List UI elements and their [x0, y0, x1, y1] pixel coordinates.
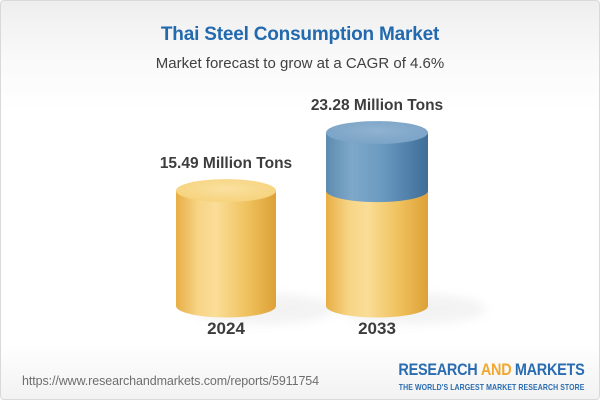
cylinder-2033-top — [326, 121, 428, 145]
logo-word-markets: MARKETS — [514, 360, 584, 379]
cylinder-2024-top — [176, 179, 276, 203]
logo-word-research: RESEARCH — [397, 360, 477, 379]
cylinder-2033-blue-segment — [326, 132, 428, 203]
category-label: 2033 — [358, 319, 396, 338]
logo-word-and: AND — [480, 360, 511, 379]
chart-subtitle: Market forecast to grow at a CAGR of 4.6… — [155, 55, 445, 72]
cylinder-2024-gold-segment — [176, 190, 276, 318]
value-label: 15.49 Million Tons — [160, 155, 292, 172]
chart-title: Thai Steel Consumption Market — [160, 24, 440, 45]
report-url: https://www.researchandmarkets.com/repor… — [22, 374, 319, 388]
company-logo: RESEARCH AND MARKETS THE WORLD'S LARGEST M… — [358, 360, 584, 392]
category-label: 2024 — [207, 319, 245, 338]
logo-tagline: THE WORLD'S LARGEST MARKET RESEARCH STOR… — [398, 382, 584, 392]
value-label: 23.28 Million Tons — [311, 97, 443, 114]
header: Thai Steel Consumption Market Market for… — [1, 1, 599, 72]
cylinder-2033-gold-segment — [326, 190, 428, 318]
logo-wordmark: RESEARCH AND MARKETS — [391, 360, 584, 380]
